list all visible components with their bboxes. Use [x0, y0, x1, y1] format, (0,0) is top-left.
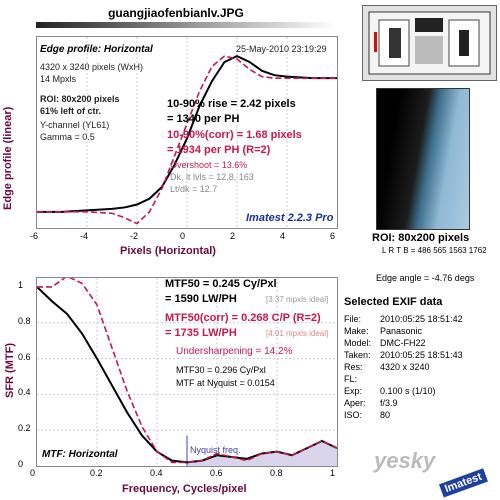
mtf-x-tick: 0.2 — [90, 468, 103, 478]
rise-per-ph: = 1340 per PH — [167, 113, 240, 125]
edge-x-tick: 4 — [280, 231, 286, 241]
rise-corr-per-ph: = 1934 per PH (R=2) — [167, 144, 271, 156]
edge-y-label: Edge profile (linear) — [2, 106, 14, 210]
mtf-panel — [36, 275, 338, 467]
mtf-y-label: SFR (MTF) — [4, 343, 16, 398]
exif-row: ISO: 80 — [344, 409, 463, 421]
exif-key: FL: — [344, 374, 358, 384]
edge-profile-chart — [37, 37, 337, 228]
edge-roi: ROI: 80x200 pixels — [40, 94, 120, 104]
exif-key: Res: — [344, 362, 363, 372]
exif-title: Selected EXIF data — [344, 296, 443, 308]
edge-x-tick: -4 — [80, 231, 89, 241]
roi-label: ROI: 80x200 pixels — [372, 232, 470, 244]
edge-header: Edge profile: Horizontal — [40, 44, 153, 55]
exif-value: 4320 x 3240 — [380, 362, 430, 372]
edge-roi-pos: 61% left of ctr. — [40, 106, 102, 116]
edge-mpxls: 14 Mpxls — [40, 74, 77, 84]
mtf-y-tick: 1 — [18, 279, 24, 290]
exif-value: Panasonic — [380, 326, 423, 336]
mtf-y-tick: 0.2 — [18, 423, 31, 434]
nyquist-label: Nyquist freq. — [190, 445, 241, 455]
mtf-header: MTF: Horizontal — [42, 449, 118, 460]
mtf-x-tick: 0 — [30, 468, 36, 478]
imatest-brand: Imatest 2.2.3 Pro — [246, 212, 334, 224]
exif-value: 2010:05:25 18:51:42 — [380, 314, 463, 324]
edge-x-label: Pixels (Horizontal) — [120, 245, 216, 257]
exif-key: Model: — [344, 338, 372, 348]
mtf-nyquist-text: MTF at Nyquist = 0.0154 — [176, 378, 275, 388]
exif-row: Taken: 2010:05:25 18:51:43 — [344, 349, 463, 361]
exif-row: Make: Panasonic — [344, 325, 463, 337]
exif-key: Taken: — [344, 350, 371, 360]
edge-x-tick: 2 — [230, 231, 236, 241]
edge-series-corrected — [37, 55, 337, 225]
edge-profile-panel — [36, 36, 338, 229]
exif-key: ISO: — [344, 410, 363, 420]
mtf50-corr-ideal: [4.01 mpxls ideal] — [266, 329, 329, 338]
mtf-x-tick: 1 — [330, 468, 336, 478]
grayscale-gradient — [36, 22, 336, 28]
edge-gamma: Gamma = 0.5 — [40, 132, 95, 142]
watermark: yesky — [374, 448, 436, 473]
exif-value: DMC-FH22 — [380, 338, 426, 348]
mtf50-text: MTF50 = 0.245 Cy/Pxl — [165, 278, 277, 290]
thumbnail-image — [362, 5, 497, 81]
mtf-x-tick: 0.6 — [210, 468, 223, 478]
mtf-x-label: Frequency, Cycles/pixel — [122, 483, 247, 495]
exif-list: File: 2010:05:25 18:51:42 Make: Panasonic Mo… — [344, 313, 463, 421]
mtf50-corr-text: MTF50(corr) = 0.268 C/P (R=2) — [165, 312, 321, 324]
edge-x-tick: -2 — [130, 231, 139, 241]
mtf50-lwph: = 1590 LW/PH — [165, 293, 237, 305]
mtf50-ideal: [3.37 mpxls ideal] — [266, 295, 329, 304]
overshoot-text: Overshoot = 13.6% — [170, 160, 248, 170]
exif-row: Aper: f/3.9 — [344, 397, 463, 409]
exif-row: File: 2010:05:25 18:51:42 — [344, 313, 463, 325]
mtf-y-tick: 0.6 — [18, 351, 31, 362]
exif-key: Make: — [344, 326, 369, 336]
roi-crop-image — [376, 88, 470, 230]
exif-row: Model: DMC-FH22 — [344, 337, 463, 349]
mtf-series-corrected — [37, 275, 338, 464]
roi-lrtb: L R T B = 486 565 1563 1762 — [382, 246, 487, 255]
mtf-y-tick: 0 — [18, 459, 24, 469]
edge-x-tick: 0 — [180, 231, 186, 241]
mtf30-text: MTF30 = 0.296 Cy/Pxl — [176, 365, 266, 375]
undersharpening-text: Undersharpening = 14.2% — [176, 346, 293, 357]
imatest-logo: Imatest — [439, 468, 488, 498]
edge-x-tick: -6 — [30, 231, 39, 241]
exif-value: 0.100 s (1/10) — [380, 386, 436, 396]
mtf-x-tick: 0.4 — [150, 468, 163, 478]
exif-row: Res: 4320 x 3240 — [344, 361, 463, 373]
mtf50-corr-lwph: = 1735 LW/PH — [165, 327, 237, 339]
edge-channel: Y-channel (YL61) — [40, 120, 110, 130]
exif-key: Exp: — [344, 386, 363, 396]
edge-dims: 4320 x 3240 pixels (WxH) — [40, 62, 144, 72]
edge-series-primary — [37, 54, 337, 213]
edge-x-tick: 6 — [330, 231, 336, 241]
mtf-x-tick: 0.8 — [270, 468, 283, 478]
rise-text: 10-90% rise = 2.42 pixels — [167, 98, 296, 110]
mtf-y-tick: 0.8 — [18, 315, 31, 326]
test-chart-thumbnail-icon — [363, 6, 496, 80]
edge-date: 25-May-2010 23:19:29 — [236, 44, 327, 54]
exif-value: 80 — [380, 410, 391, 420]
exif-row: FL: — [344, 373, 463, 385]
exif-key: Aper: — [344, 398, 366, 408]
image-filename: guangjiaofenbianlv.JPG — [108, 6, 244, 20]
rise-corr-text: 10-90%(corr) = 1.68 pixels — [167, 129, 302, 141]
exif-value: 2010:05:25 18:51:43 — [380, 350, 463, 360]
exif-value: f/3.9 — [380, 398, 398, 408]
mtf-chart — [36, 275, 338, 466]
dk-lt-levels: Dk, lt lvls = 12.8, 163 — [170, 172, 254, 182]
exif-key: File: — [344, 314, 362, 324]
edge-angle: Edge angle = -4.76 degs — [376, 273, 475, 283]
mtf-y-tick: 0.4 — [18, 387, 31, 398]
exif-row: Exp: 0.100 s (1/10) — [344, 385, 463, 397]
lt-dk-ratio: Lt/dk = 12.7 — [170, 184, 218, 194]
